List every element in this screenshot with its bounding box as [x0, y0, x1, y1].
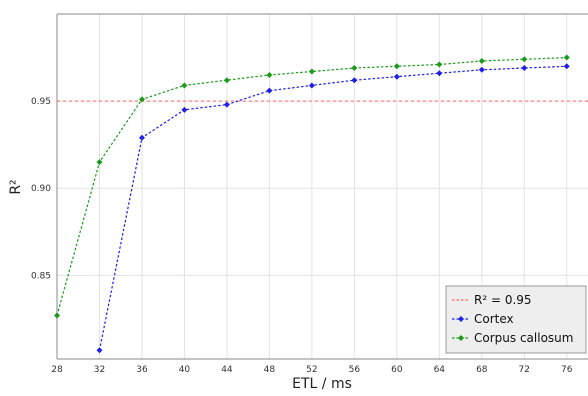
legend-label-r-0-95: R² = 0.95	[474, 293, 532, 307]
x-tick-label: 64	[434, 365, 446, 375]
legend-swatch-marker	[458, 335, 464, 341]
data-point-cortex	[96, 347, 103, 354]
data-point-cortex	[181, 106, 188, 113]
x-tick-label: 48	[264, 365, 276, 375]
data-point-corpus-callosum	[563, 54, 570, 61]
data-point-corpus-callosum	[478, 58, 485, 65]
y-tick-label: 0.85	[31, 271, 51, 281]
data-point-cortex	[478, 66, 485, 73]
data-point-cortex	[266, 87, 273, 94]
x-tick-label: 76	[561, 365, 573, 375]
x-tick-labels: 28 32 36 40 44 48 52 56 60 64 68 72 76	[51, 365, 572, 375]
series-line-cortex	[98, 65, 567, 351]
data-point-cortex	[138, 134, 145, 141]
data-point-corpus-callosum	[223, 77, 230, 84]
data-point-cortex	[436, 70, 443, 77]
data-point-corpus-callosum	[308, 68, 315, 75]
x-tick-label: 56	[349, 365, 361, 375]
data-point-cortex	[223, 101, 230, 108]
x-tick-label: 28	[51, 365, 63, 375]
x-tick-label: 36	[136, 365, 148, 375]
data-point-cortex	[393, 73, 400, 80]
data-point-cortex	[351, 77, 358, 84]
data-point-cortex	[521, 65, 528, 72]
x-tick-label: 44	[221, 365, 233, 375]
x-axis-label: ETL / ms	[292, 376, 352, 392]
x-tick-label: 72	[519, 365, 530, 375]
data-point-corpus-callosum	[138, 96, 145, 103]
legend-label-corpus-callosum: Corpus callosum	[474, 331, 573, 345]
x-tick-label: 68	[476, 365, 488, 375]
legend-label-cortex: Cortex	[474, 312, 514, 326]
y-tick-label: 0.90	[31, 184, 51, 194]
data-point-corpus-callosum	[351, 65, 358, 72]
data-point-corpus-callosum	[54, 312, 60, 319]
y-tick-labels: 0.85 0.90 0.95	[31, 97, 51, 281]
data-point-cortex	[308, 82, 315, 89]
data-point-corpus-callosum	[96, 159, 103, 166]
x-tick-label: 40	[179, 365, 191, 375]
data-point-corpus-callosum	[436, 61, 443, 68]
x-tick-label: 32	[94, 365, 105, 375]
data-point-corpus-callosum	[393, 63, 400, 70]
x-tick-label: 52	[306, 365, 317, 375]
legend: R² = 0.95 Cortex Corpus callosum	[445, 285, 587, 354]
x-tick-label: 60	[391, 365, 403, 375]
y-tick-label: 0.95	[31, 97, 51, 107]
data-point-cortex	[563, 63, 570, 70]
data-point-corpus-callosum	[521, 56, 528, 63]
data-point-corpus-callosum	[266, 71, 273, 78]
legend-swatch-marker	[458, 316, 464, 322]
y-axis-label: R²	[8, 179, 24, 194]
data-point-corpus-callosum	[181, 82, 188, 89]
series-layer	[54, 54, 570, 354]
legend-box	[445, 285, 587, 354]
